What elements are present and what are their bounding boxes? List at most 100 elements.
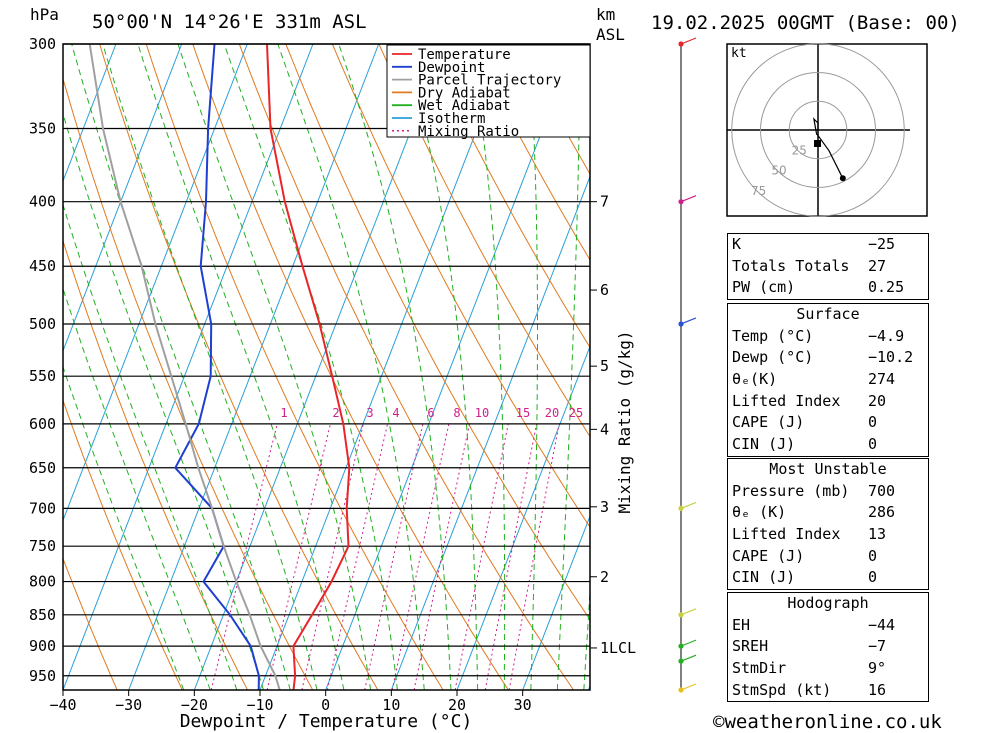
datetime-title: 19.02.2025 00GMT (Base: 00): [651, 12, 960, 34]
dry-adiabat-line: [424, 44, 590, 349]
table-row: EH −44: [728, 615, 928, 637]
surface-title: Surface: [796, 305, 860, 323]
legend-box: [386, 44, 591, 138]
most-unstable-title: Most Unstable: [769, 460, 887, 478]
hodograph-ring: [788, 100, 848, 160]
row-label: StmDir: [732, 659, 787, 678]
background-lines: [63, 44, 1000, 690]
pressure-tick-label: 550: [29, 367, 56, 385]
wet-adiabat-line: [469, 44, 506, 690]
copyright: ©weatheronline.co.uk: [713, 711, 942, 733]
hodograph-ring-label: 75: [751, 184, 766, 198]
row-label: Dewp (°C): [732, 348, 814, 367]
km-tick-label: 4: [600, 420, 609, 438]
k-value: −25: [868, 235, 896, 253]
isotherm-line: [63, 44, 248, 522]
x-tick-label: 10: [382, 696, 400, 714]
mixing-ratio-line: [391, 423, 450, 690]
legend-label: Isotherm: [418, 111, 485, 127]
hodograph-table-title: Hodograph: [787, 594, 869, 612]
pressure-tick-label: 800: [29, 573, 56, 591]
pw-row: PW (cm) 0.25: [728, 277, 928, 299]
row-value: 20: [868, 391, 887, 410]
dry-adiabat-line: [285, 44, 590, 621]
dry-adiabat-line: [238, 44, 574, 690]
legend-label: Wet Adiabat: [418, 98, 511, 114]
row-label: θₑ (K): [732, 503, 787, 522]
row-value: 0: [868, 435, 878, 454]
wet-adiabat-line: [102, 44, 318, 690]
km-tick-label: 3: [600, 498, 609, 516]
dry-adiabat-line: [378, 44, 590, 438]
table-row: θₑ(K) 274: [728, 369, 928, 391]
pressure-tick-label: 300: [29, 35, 56, 53]
location-title: 50°00'N 14°26'E 331m ASL: [92, 11, 367, 33]
tt-label: Totals Totals: [732, 256, 850, 275]
isotherm-line: [63, 44, 314, 690]
tt-row: Totals Totals 27: [728, 256, 928, 278]
x-tick-label: 30: [514, 696, 532, 714]
mixing-ratio-line: [508, 423, 560, 690]
isotherm-line: [63, 44, 117, 183]
wind-barb: [680, 654, 697, 662]
pw-label: PW (cm): [732, 278, 796, 297]
surface-table: Surface Temp (°C) −4.9 Dewp (°C) −10.2 θₑ(K)…: [727, 303, 929, 457]
asl-label: ASL: [596, 25, 625, 44]
row-label: CIN (J): [732, 568, 796, 587]
row-value: −4.9: [868, 326, 905, 345]
isotherm-line: [259, 44, 511, 690]
table-row: Pressure (mb) 700: [728, 481, 928, 503]
row-label: CAPE (J): [732, 546, 805, 565]
row-value: 9°: [868, 659, 887, 678]
x-tick-label: 20: [448, 696, 466, 714]
wet-adiabat-line: [338, 44, 452, 690]
pressure-tick-label: 950: [29, 667, 56, 685]
mixing-ratio-label: 15: [516, 406, 530, 420]
dry-adiabat-line: [331, 44, 590, 529]
wind-barb: [680, 501, 697, 509]
mixing-ratio-title: Mixing Ratio (g/kg): [615, 330, 634, 513]
mixing-ratio-line: [454, 423, 509, 690]
row-label: Lifted Index: [732, 525, 841, 544]
wet-adiabat-line: [63, 203, 238, 690]
mixing-ratio-label: 2: [332, 406, 339, 420]
mixing-ratio-line: [484, 423, 538, 690]
row-label: Temp (°C): [732, 326, 814, 345]
km-tick-label: 2: [600, 568, 609, 586]
hodograph-ring-label: 50: [771, 164, 786, 178]
mixing-ratio-line: [364, 423, 424, 690]
parcel-trajectory-line: [88, 44, 281, 690]
storm-motion-marker: [814, 140, 821, 147]
wet-adiabat-line: [528, 44, 538, 690]
hpa-label: hPa: [30, 5, 59, 24]
hodograph-end-point: [839, 175, 846, 182]
wind-barb: [680, 639, 697, 647]
wind-level-dot: [678, 658, 684, 664]
wet-adiabat-line: [177, 44, 372, 690]
isotherm-line: [522, 514, 590, 690]
row-value: 0: [868, 413, 878, 432]
table-row: CAPE (J) 0: [728, 546, 928, 568]
wet-adiabat-line: [556, 44, 581, 690]
wind-barb: [680, 195, 697, 203]
hodograph-ring: [731, 43, 905, 217]
dry-adiabat-line: [63, 77, 314, 690]
row-value: −44: [868, 615, 896, 634]
mixing-ratio-line: [326, 423, 388, 690]
km-tick-label: 7: [600, 193, 609, 211]
x-axis-title: Dewpoint / Temperature (°C): [180, 711, 473, 732]
sounding-lines: [88, 44, 351, 690]
wet-adiabat-line: [137, 44, 345, 690]
wet-adiabat-line: [63, 365, 185, 690]
mixing-ratio-label: 20: [545, 406, 559, 420]
table-row: StmDir 9°: [728, 658, 928, 680]
pressure-tick-label: 700: [29, 499, 56, 517]
pressure-tick-label: 650: [29, 459, 56, 477]
dry-adiabat-line: [937, 44, 1000, 690]
x-tick-label: −20: [181, 696, 208, 714]
wind-barb: [680, 608, 697, 616]
hodograph-trace: [812, 117, 844, 179]
x-tick-label: −10: [246, 696, 273, 714]
